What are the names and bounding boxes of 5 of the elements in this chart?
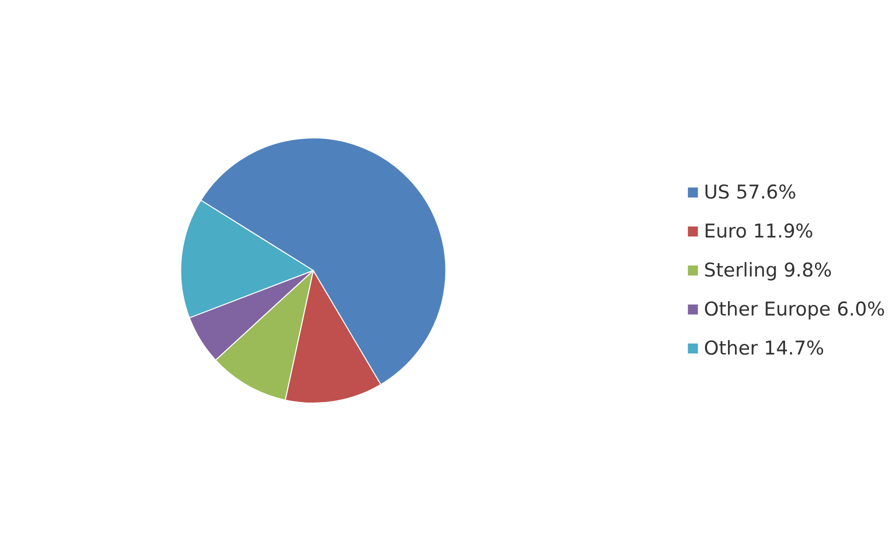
legend-label: Euro 11.9%	[704, 220, 814, 242]
legend-label: Other Europe 6.0%	[704, 298, 886, 320]
legend-label: US 57.6%	[704, 182, 796, 204]
legend-label: Other 14.7%	[704, 338, 824, 360]
legend-label: Sterling 9.8%	[704, 260, 832, 282]
